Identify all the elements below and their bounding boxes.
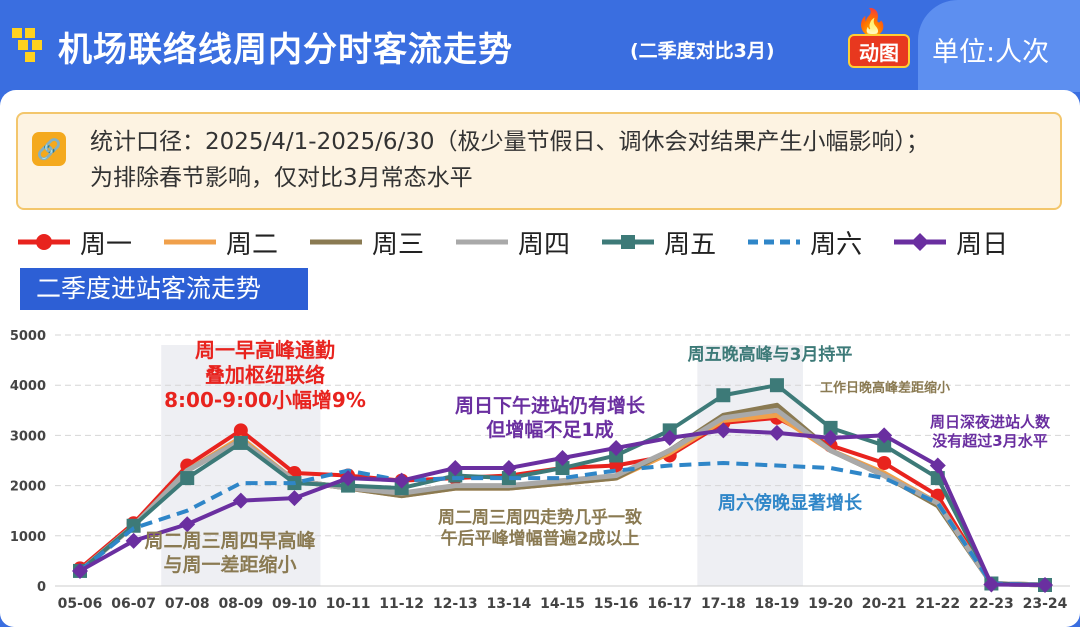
x-tick-label: 19-20 [808, 596, 853, 612]
x-tick-label: 12-13 [433, 596, 478, 612]
data-point-sun [179, 516, 196, 533]
header: 机场联络线周内分时客流走势 (二季度对比3月) 🔥 动图 单位:人次 [0, 0, 1080, 92]
note-box: 🔗 统计口径：2025/4/1-2025/6/30（极少量节假日、调休会对结果产… [16, 112, 1062, 210]
legend-label: 周四 [518, 229, 571, 260]
data-point-fri [823, 420, 838, 435]
x-tick-label: 08-09 [218, 596, 263, 612]
x-tick-label: 21-22 [915, 596, 960, 612]
data-point-sun [983, 576, 1000, 593]
data-point-fri [555, 461, 570, 476]
legend-swatch-icon [602, 235, 655, 249]
link-icon: 🔗 [32, 132, 66, 166]
data-point-sun [447, 460, 464, 477]
data-point-sun [232, 492, 249, 509]
data-point-sun [661, 429, 678, 446]
x-tick-label: 23-24 [1023, 596, 1068, 612]
x-tick-label: 18-19 [755, 596, 800, 612]
legend: 周一 周二 周三 周四 周五 周六 周日 [18, 224, 1040, 260]
data-point-mon [233, 423, 248, 438]
legend-swatch-icon [310, 239, 363, 245]
legend-item-wed: 周三 [310, 224, 424, 261]
data-point-sun [929, 457, 946, 474]
legend-swatch-icon [748, 239, 801, 245]
data-point-sun [1037, 576, 1053, 593]
section-label: 二季度进站客流走势 [20, 268, 308, 310]
data-point-sun [822, 429, 839, 446]
chart-annotation: 周日下午进站仍有增长 但增幅不足1成 [454, 395, 645, 441]
legend-swatch-icon [894, 233, 947, 251]
flame-icon: 🔥 [856, 8, 889, 38]
data-point-sun [554, 449, 571, 466]
x-tick-label: 15-16 [594, 596, 639, 612]
page-title: 机场联络线周内分时客流走势 [58, 30, 513, 70]
unit-tab [918, 0, 1080, 92]
legend-item-tue: 周二 [164, 224, 278, 261]
data-point-sun [608, 439, 625, 456]
data-point-sun [72, 562, 88, 579]
data-point-sun [125, 532, 142, 549]
note-line-1: 统计口径：2025/4/1-2025/6/30（极少量节假日、调休会对结果产生小… [90, 129, 930, 155]
legend-swatch-icon [18, 234, 70, 250]
x-tick-label: 13-14 [486, 596, 531, 612]
x-tick-label: 06-07 [111, 596, 156, 612]
page-subtitle: (二季度对比3月) [630, 40, 775, 62]
unit-label: 单位:人次 [932, 37, 1050, 68]
x-tick-label: 09-10 [272, 596, 317, 612]
legend-item-thu: 周四 [456, 224, 570, 261]
x-tick-label: 14-15 [540, 596, 585, 612]
data-point-fri [501, 471, 516, 486]
chart-annotation: 周六傍晚显著增长 [718, 493, 862, 514]
chart-annotation: 周五晚高峰与3月持平 [687, 345, 853, 365]
legend-item-sun: 周日 [894, 224, 1008, 261]
note-line-2: 为排除春节影响，仅对比3月常态水平 [90, 165, 473, 191]
data-point-sun [876, 427, 893, 444]
y-tick-label: 5000 [10, 329, 46, 344]
data-point-sun [715, 422, 732, 439]
legend-label: 周五 [664, 229, 717, 260]
legend-swatch-icon [456, 239, 509, 245]
x-tick-label: 22-23 [969, 596, 1014, 612]
y-tick-label: 3000 [10, 429, 46, 444]
y-tick-label: 1000 [10, 530, 46, 545]
logo-icon [12, 28, 42, 62]
y-tick-label: 4000 [10, 379, 46, 394]
data-point-fri [180, 471, 195, 486]
legend-swatch-icon [164, 239, 217, 245]
data-point-fri [877, 438, 892, 453]
x-tick-label: 10-11 [326, 596, 371, 612]
data-point-mon [877, 456, 892, 471]
y-tick-label: 0 [37, 580, 46, 595]
legend-item-fri: 周五 [602, 224, 716, 261]
data-point-sun [500, 460, 517, 477]
data-point-sun [340, 470, 357, 487]
animated-badge: 动图 [848, 34, 910, 68]
data-point-fri [233, 435, 248, 450]
data-point-fri [716, 388, 731, 403]
highlight-band [697, 345, 803, 586]
chart-annotation: 周二周三周四走势几乎一致 午后平峰增幅普遍2成以上 [438, 508, 642, 550]
data-point-fri [769, 378, 784, 393]
chart-annotation: 周日深夜进站人数 没有超过3月水平 [929, 413, 1050, 450]
y-tick-label: 2000 [10, 480, 46, 495]
legend-label: 周二 [226, 229, 279, 260]
data-point-sun [286, 490, 303, 507]
x-tick-label: 20-21 [862, 596, 907, 612]
legend-label: 周日 [956, 229, 1009, 260]
data-point-sun [768, 424, 785, 441]
legend-label: 周六 [810, 229, 863, 260]
chart-annotation: 周二周三周四早高峰 与周一差距缩小 [144, 530, 316, 576]
x-tick-label: 17-18 [701, 596, 746, 612]
chart-annotation: 周一早高峰通勤 叠加枢纽联络 8:00-9:00小幅增9% [164, 338, 366, 412]
x-tick-label: 05-06 [58, 596, 103, 612]
x-tick-label: 07-08 [165, 596, 210, 612]
data-point-sun [393, 472, 410, 489]
legend-item-mon: 周一 [18, 224, 132, 261]
legend-label: 周三 [372, 229, 425, 260]
x-tick-label: 16-17 [647, 596, 692, 612]
x-tick-label: 11-12 [379, 596, 424, 612]
legend-item-sat: 周六 [748, 224, 862, 261]
chart-annotation: 工作日晚高峰差距缩小 [819, 381, 950, 396]
legend-label: 周一 [80, 229, 133, 260]
